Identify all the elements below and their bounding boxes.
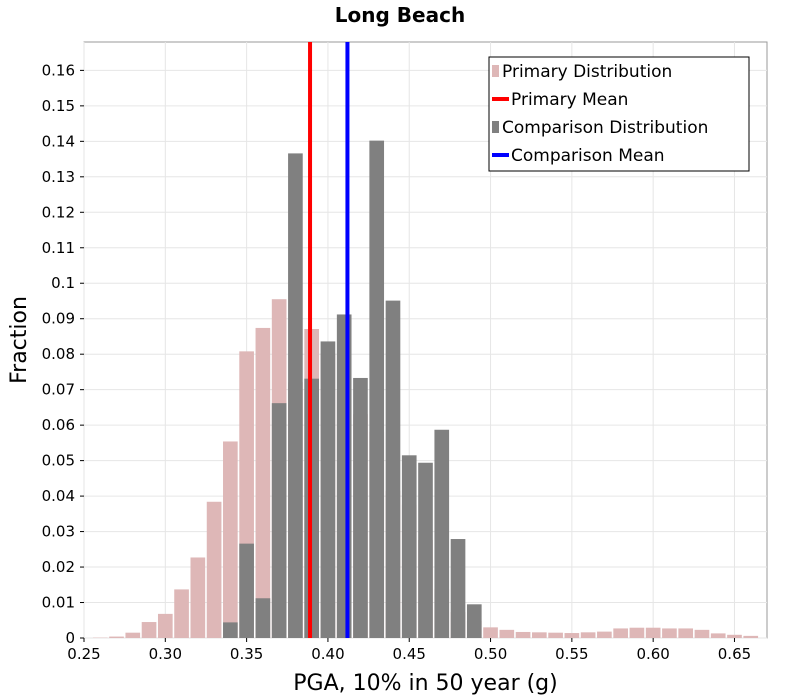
- primary-distribution-bar: [694, 629, 710, 638]
- primary-mean-legend-label: Primary Mean: [511, 90, 628, 110]
- primary-distribution-bar: [613, 628, 628, 638]
- comparison-distribution-bar: [353, 377, 368, 638]
- y-tick-label: 0.06: [42, 416, 75, 434]
- comparison-distribution-legend-swatch: [492, 121, 499, 133]
- primary-distribution-bar: [564, 633, 580, 638]
- y-tick-label: 0.15: [42, 97, 75, 115]
- y-tick-label: 0.09: [42, 310, 75, 328]
- primary-distribution-bar: [710, 633, 726, 638]
- comparison-distribution-bar: [288, 153, 303, 638]
- y-tick-label: 0.03: [42, 523, 75, 541]
- x-tick-label: 0.60: [636, 645, 669, 663]
- x-tick-label: 0.30: [149, 645, 182, 663]
- primary-distribution-bar: [532, 632, 547, 638]
- legend: Primary Distribution Primary Mean Comparis…: [488, 56, 750, 172]
- comparison-distribution-bar: [434, 429, 450, 638]
- y-tick-label: 0.13: [42, 168, 75, 186]
- primary-distribution-bar: [483, 627, 498, 638]
- x-tick-label: 0.55: [555, 645, 588, 663]
- y-tick-label: 0.16: [42, 61, 75, 79]
- primary-distribution-bar: [157, 613, 173, 638]
- primary-distribution-bar: [629, 627, 645, 638]
- primary-distribution-bar: [727, 634, 742, 638]
- mean-lines: [308, 42, 350, 638]
- primary-distribution-bar: [190, 557, 206, 638]
- primary-distribution-bar: [515, 631, 531, 638]
- primary-distribution-bar: [206, 501, 222, 638]
- y-tick-label: 0: [65, 629, 75, 647]
- primary-distribution-bar: [174, 589, 189, 638]
- comparison-distribution-bar: [223, 622, 238, 638]
- y-tick-label: 0.1: [51, 274, 75, 292]
- comparison-distribution-legend-label: Comparison Distribution: [502, 118, 708, 138]
- comparison-distribution-bar: [255, 598, 271, 638]
- primary-distribution-bar: [662, 628, 677, 638]
- comparison-distribution-bar: [401, 455, 417, 638]
- y-tick-label: 0.14: [42, 132, 75, 150]
- comparison-distribution-bar: [320, 341, 336, 638]
- primary-distribution-bar: [223, 441, 238, 638]
- y-tick-label: 0.01: [42, 594, 75, 612]
- chart-title: Long Beach: [335, 3, 465, 27]
- y-tick-label: 0.04: [42, 487, 75, 505]
- comparison-distribution-bar: [369, 140, 385, 638]
- x-tick-label: 0.50: [474, 645, 507, 663]
- x-tick-label: 0.25: [67, 645, 100, 663]
- x-axis-title: PGA, 10% in 50 year (g): [293, 671, 557, 696]
- primary-distribution-bar: [597, 631, 612, 638]
- x-tick-label: 0.35: [230, 645, 263, 663]
- comparison-distribution-bar: [450, 539, 466, 638]
- y-tick-label: 0.07: [42, 381, 75, 399]
- legend-box: [488, 56, 750, 172]
- x-tick-label: 0.40: [311, 645, 344, 663]
- primary-distribution-legend-swatch: [492, 65, 499, 77]
- y-tick-label: 0.12: [42, 203, 75, 221]
- primary-distribution-bar: [499, 629, 515, 638]
- primary-distribution-legend-label: Primary Distribution: [502, 62, 672, 82]
- y-tick-label: 0.05: [42, 452, 75, 470]
- primary-distribution-bar: [125, 632, 141, 638]
- comparison-distribution-bar: [271, 403, 287, 638]
- comparison-distribution-bar: [466, 604, 482, 638]
- primary-distribution-bar: [109, 636, 124, 638]
- primary-distribution-bar: [645, 627, 661, 638]
- x-tick-label: 0.45: [393, 645, 426, 663]
- comparison-mean-legend-label: Comparison Mean: [511, 146, 665, 166]
- y-tick-label: 0.02: [42, 558, 75, 576]
- x-axis-ticks: 0.25 0.30 0.35 0.40 0.45 0.50 0.55 0.60 0.65: [67, 638, 751, 663]
- comparison-distribution-bar: [239, 543, 254, 638]
- primary-distribution-bar: [743, 635, 759, 638]
- comparison-distribution-bars: [223, 140, 482, 638]
- y-tick-label: 0.08: [42, 345, 75, 363]
- primary-distribution-bar: [678, 628, 694, 638]
- comparison-distribution-bar: [418, 462, 433, 638]
- y-axis-ticks: 0 0.01 0.02 0.03 0.04 0.05 0.06 0.07 0.08 0.09 0.1…: [42, 61, 84, 647]
- primary-distribution-bar: [548, 632, 563, 638]
- y-tick-label: 0.11: [42, 239, 75, 257]
- comparison-distribution-bar: [385, 300, 401, 638]
- primary-distribution-bar: [255, 327, 271, 638]
- y-axis-title: Fraction: [7, 296, 32, 384]
- primary-distribution-bar: [141, 622, 157, 638]
- primary-distribution-bar: [580, 632, 596, 638]
- x-tick-label: 0.65: [718, 645, 751, 663]
